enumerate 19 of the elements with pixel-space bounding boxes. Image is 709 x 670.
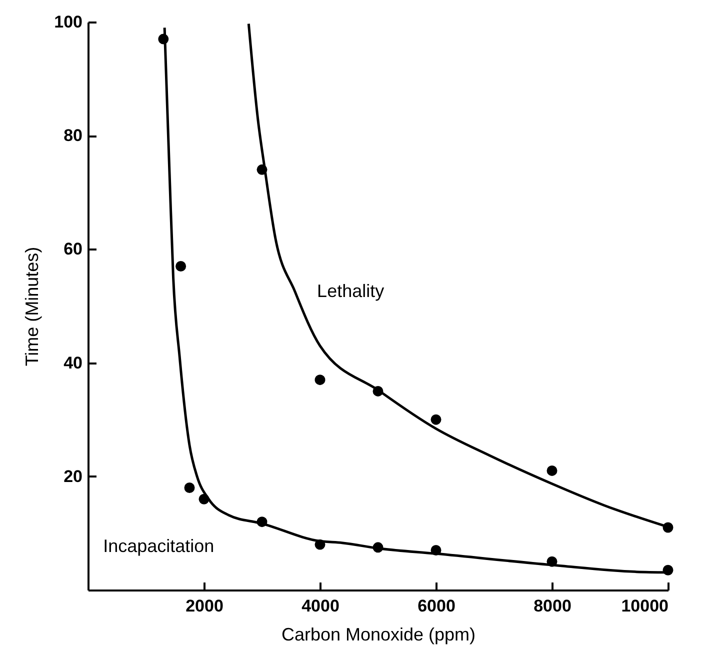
series-label: Incapacitation: [103, 536, 214, 556]
y-tick-label: 40: [64, 353, 82, 372]
series-label: Lethality: [317, 280, 384, 301]
point: [184, 482, 195, 493]
point: [314, 374, 326, 386]
y-tick-label: 20: [64, 466, 82, 486]
y-axis-title: Time (Minutes): [22, 246, 42, 366]
point: [176, 261, 186, 272]
x-tick-label: 2000: [186, 596, 224, 616]
x-tick-label: 8000: [534, 596, 572, 616]
x-tick-label: 6000: [418, 596, 456, 616]
y-tick-label: 60: [64, 240, 82, 259]
x-tick-label: 4000: [302, 596, 340, 616]
y-tick-label: 80: [64, 126, 82, 146]
x-axis-title: Carbon Monoxide (ppm): [281, 624, 476, 644]
y-tick-label: 100: [54, 12, 82, 32]
point: [546, 465, 558, 476]
x-tick-label: 10000: [621, 596, 668, 616]
point: [430, 414, 442, 425]
